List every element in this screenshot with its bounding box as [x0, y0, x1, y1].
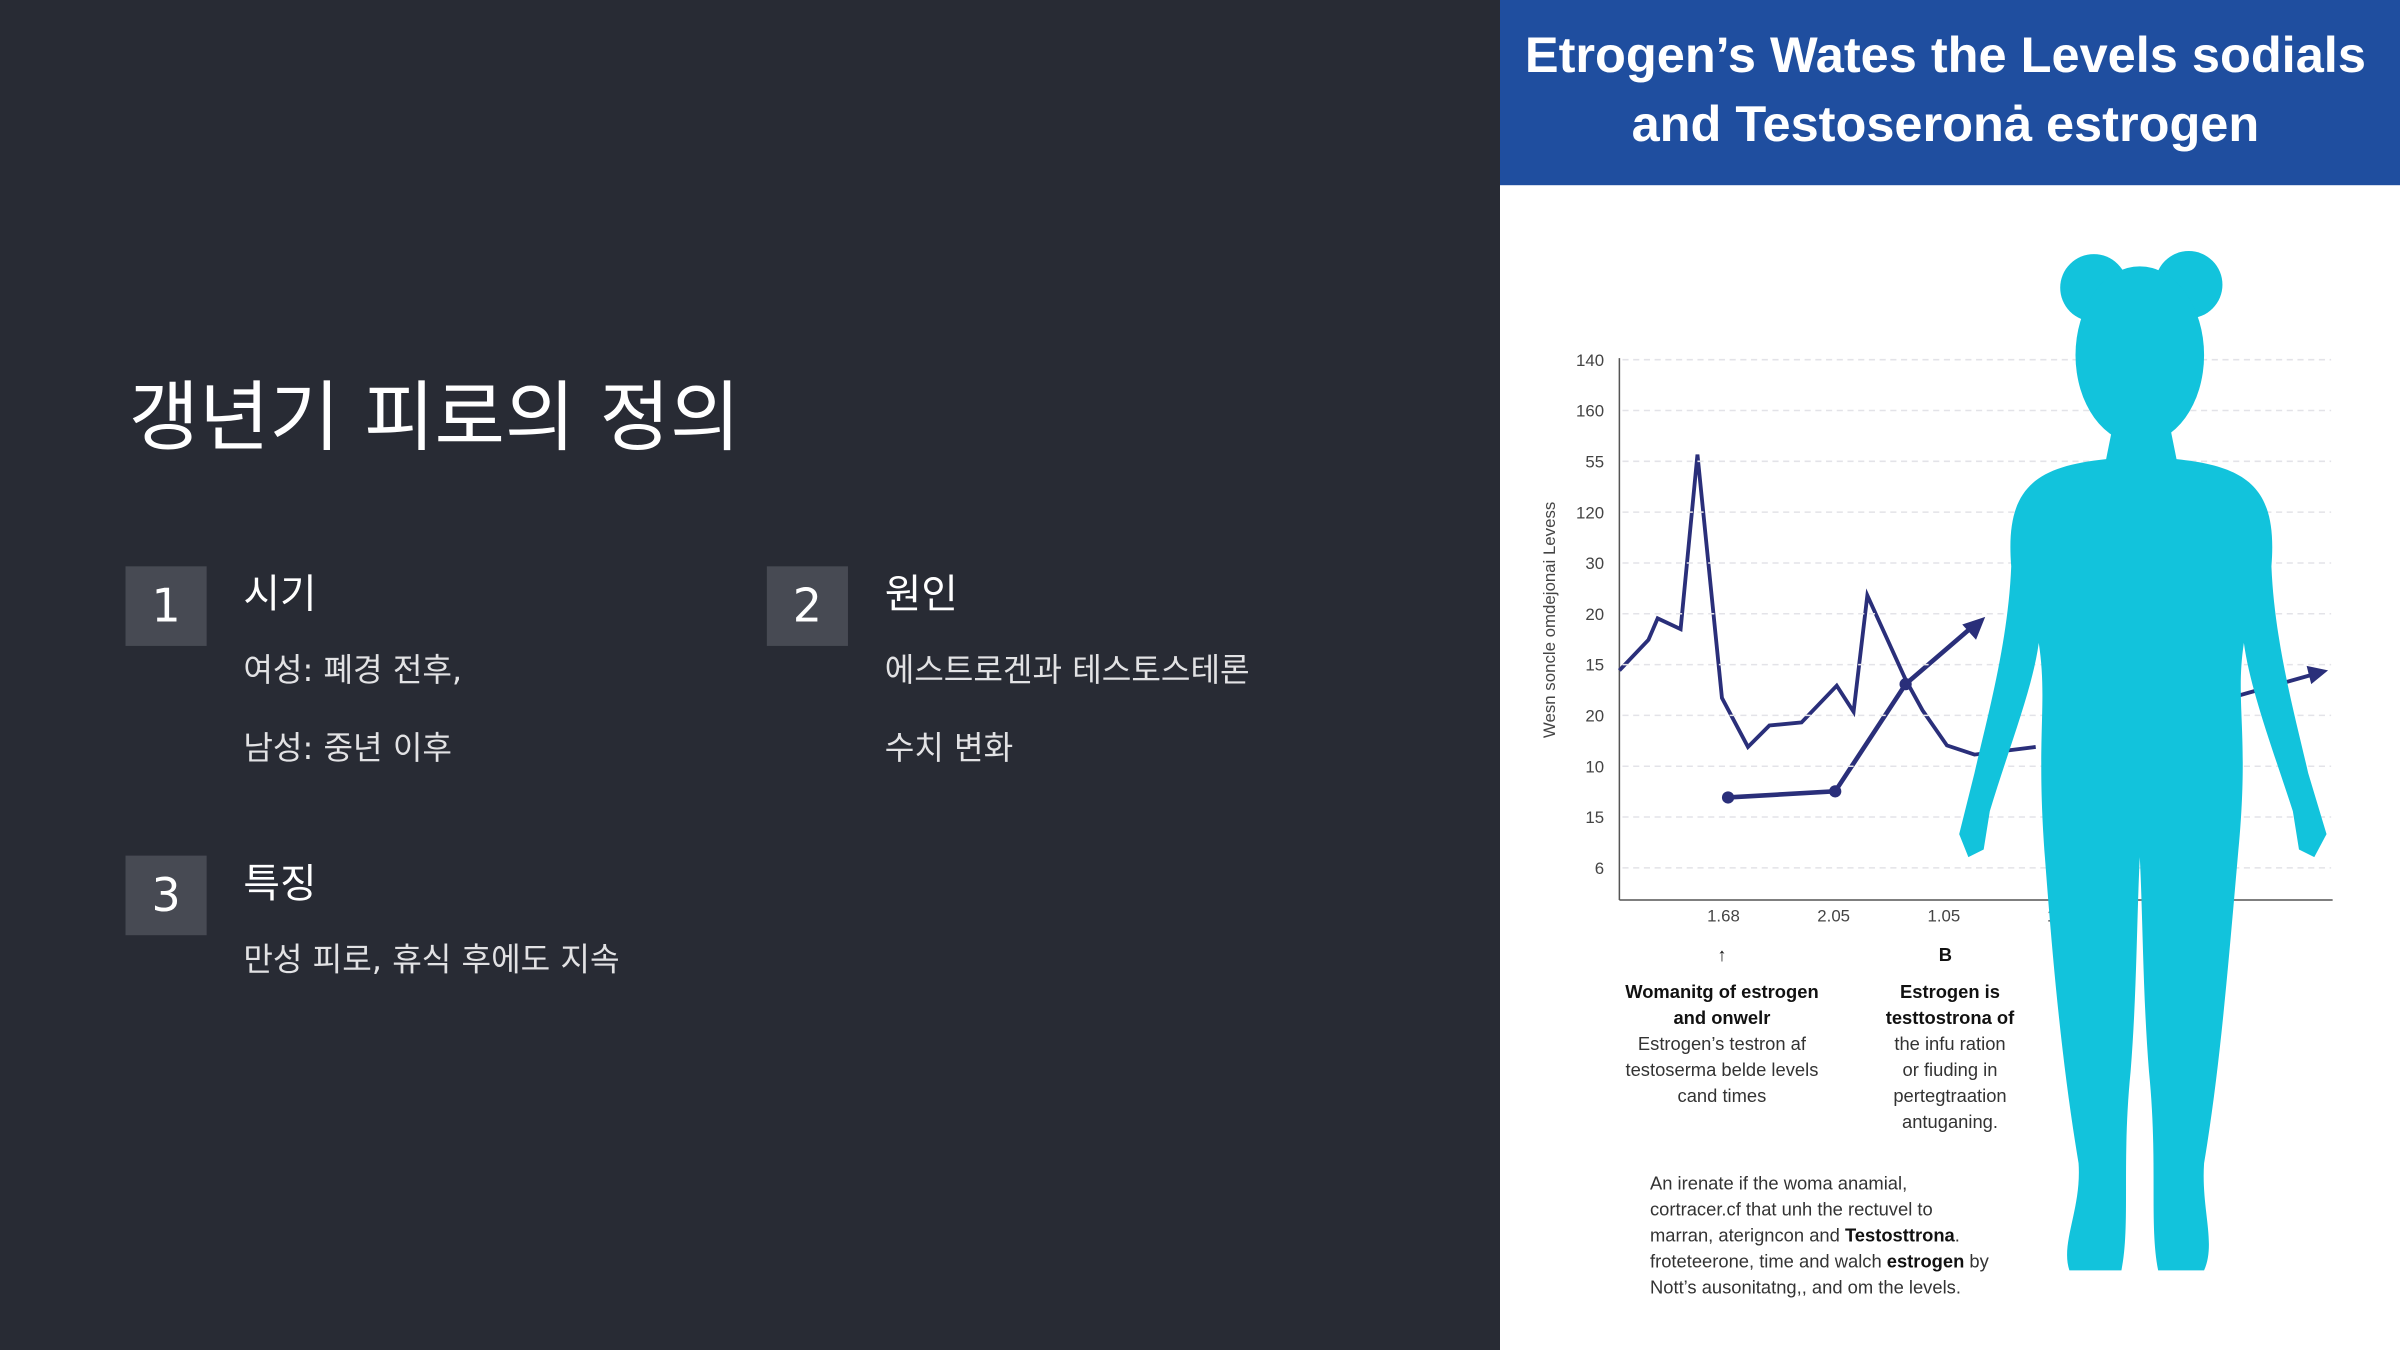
infographic-title: Etrogen’s Wates the Levels sodials: [1525, 26, 2366, 83]
dot: [1829, 785, 1842, 798]
y-tick-label: 20: [1585, 707, 1604, 726]
caption-bold: and onwelr: [1673, 1007, 1770, 1028]
caption-text: or fiuding in: [1903, 1059, 1998, 1080]
footnote-text: .: [1955, 1224, 1960, 1245]
footnote-text: marran, aterigncon and: [1650, 1224, 1845, 1245]
footnote-text: Nott’s ausonitatng,, and om the levels.: [1650, 1276, 1961, 1297]
item-heading: 특징: [243, 861, 316, 907]
caption-text: testoserma belde levels: [1626, 1059, 1819, 1080]
left-panel: [0, 0, 1500, 1350]
marker: B: [1939, 944, 1952, 965]
silhouette: [1959, 251, 2327, 1271]
item-text: 남성: 중년 이후: [243, 729, 452, 767]
number-box: [125, 855, 207, 936]
illustration-line: [1727, 625, 1973, 800]
footnote-text: An irenate if the woma anamial,: [1650, 1172, 1907, 1193]
item-text: 수치 변화: [885, 729, 1013, 767]
caption-bold: Womanitg of estrogen: [1625, 981, 1818, 1002]
illustration-line: [1618, 454, 2036, 757]
y-tick-label: 120: [1576, 503, 1604, 522]
slide-title: 갱년기 피로의 정의: [129, 374, 741, 463]
footnote-text: Testosttrona: [1845, 1224, 1956, 1245]
y-tick-label: 20: [1585, 605, 1604, 624]
item-number: 3: [151, 868, 180, 922]
y-tick-label: 30: [1585, 554, 1604, 573]
item-text: 에스트로겐과 테스토스테론: [885, 651, 1250, 689]
caption-text: the infu ration: [1894, 1033, 2005, 1054]
marker: ↑: [1717, 944, 1726, 965]
infographic-header: [1500, 0, 2400, 186]
y-tick-label: 55: [1585, 452, 1604, 471]
footnote-text: froteteerone, time and walch: [1650, 1250, 1887, 1271]
footnote-text: estrogen: [1887, 1250, 1965, 1271]
y-tick-label: 6: [1595, 859, 1604, 878]
footnote-text: cortracer.cf that unh the rectuvel to: [1650, 1198, 1933, 1219]
caption-bold: Estrogen is: [1900, 981, 2000, 1002]
caption-text: pertegtraation: [1893, 1085, 2006, 1106]
item-heading: 원인: [885, 572, 958, 618]
x-tick-label: 2.05: [1817, 906, 1850, 925]
footnote-line: marran, aterigncon and Testosttrona.: [1650, 1224, 1960, 1245]
x-tick-label: 1.05: [1927, 906, 1960, 925]
infographic-panel: [1500, 0, 2400, 1350]
item-heading: 시기: [243, 572, 316, 618]
footnote-line: An irenate if the woma anamial,: [1650, 1172, 1907, 1193]
number-box: [125, 566, 207, 646]
y-tick-label: 140: [1576, 351, 1604, 370]
dot: [1899, 678, 1912, 691]
caption-text: antuganing.: [1902, 1111, 1998, 1132]
y-tick-label: 15: [1585, 656, 1604, 675]
arrow-head: [1962, 616, 1986, 640]
item-text: 여성: 폐경 전후,: [243, 651, 462, 689]
y-tick-label: 160: [1576, 402, 1604, 421]
footnote-text: by: [1964, 1250, 1989, 1271]
right-content: Etrogen’s Wates the Levels sodials and Te…: [1525, 26, 2366, 1297]
item-number: 1: [151, 579, 180, 633]
y-axis-label: Wesn soncle omdejonai Levess: [1540, 502, 1559, 738]
infographic-title: and Testoseronȧ estrogen: [1632, 95, 2260, 152]
caption-text: cand times: [1678, 1085, 1767, 1106]
caption-text: Estrogen’s testron af: [1638, 1033, 1807, 1054]
number-box: [766, 566, 848, 646]
dot: [1721, 791, 1735, 804]
item-text: 만성 피로, 휴식 후에도 지속: [243, 940, 619, 978]
x-tick-label: 1.68: [1707, 906, 1740, 925]
footnote-line: Nott’s ausonitatng,, and om the levels.: [1650, 1276, 1961, 1297]
item-number: 2: [793, 579, 822, 633]
footnote-line: froteteerone, time and walch estrogen by: [1650, 1250, 1990, 1271]
footnote-line: cortracer.cf that unh the rectuvel to: [1650, 1198, 1933, 1219]
y-tick-label: 15: [1585, 808, 1604, 827]
arrow-head: [2306, 665, 2329, 685]
y-tick-label: 10: [1585, 757, 1604, 776]
caption-bold: testtostrona of: [1886, 1007, 2015, 1028]
